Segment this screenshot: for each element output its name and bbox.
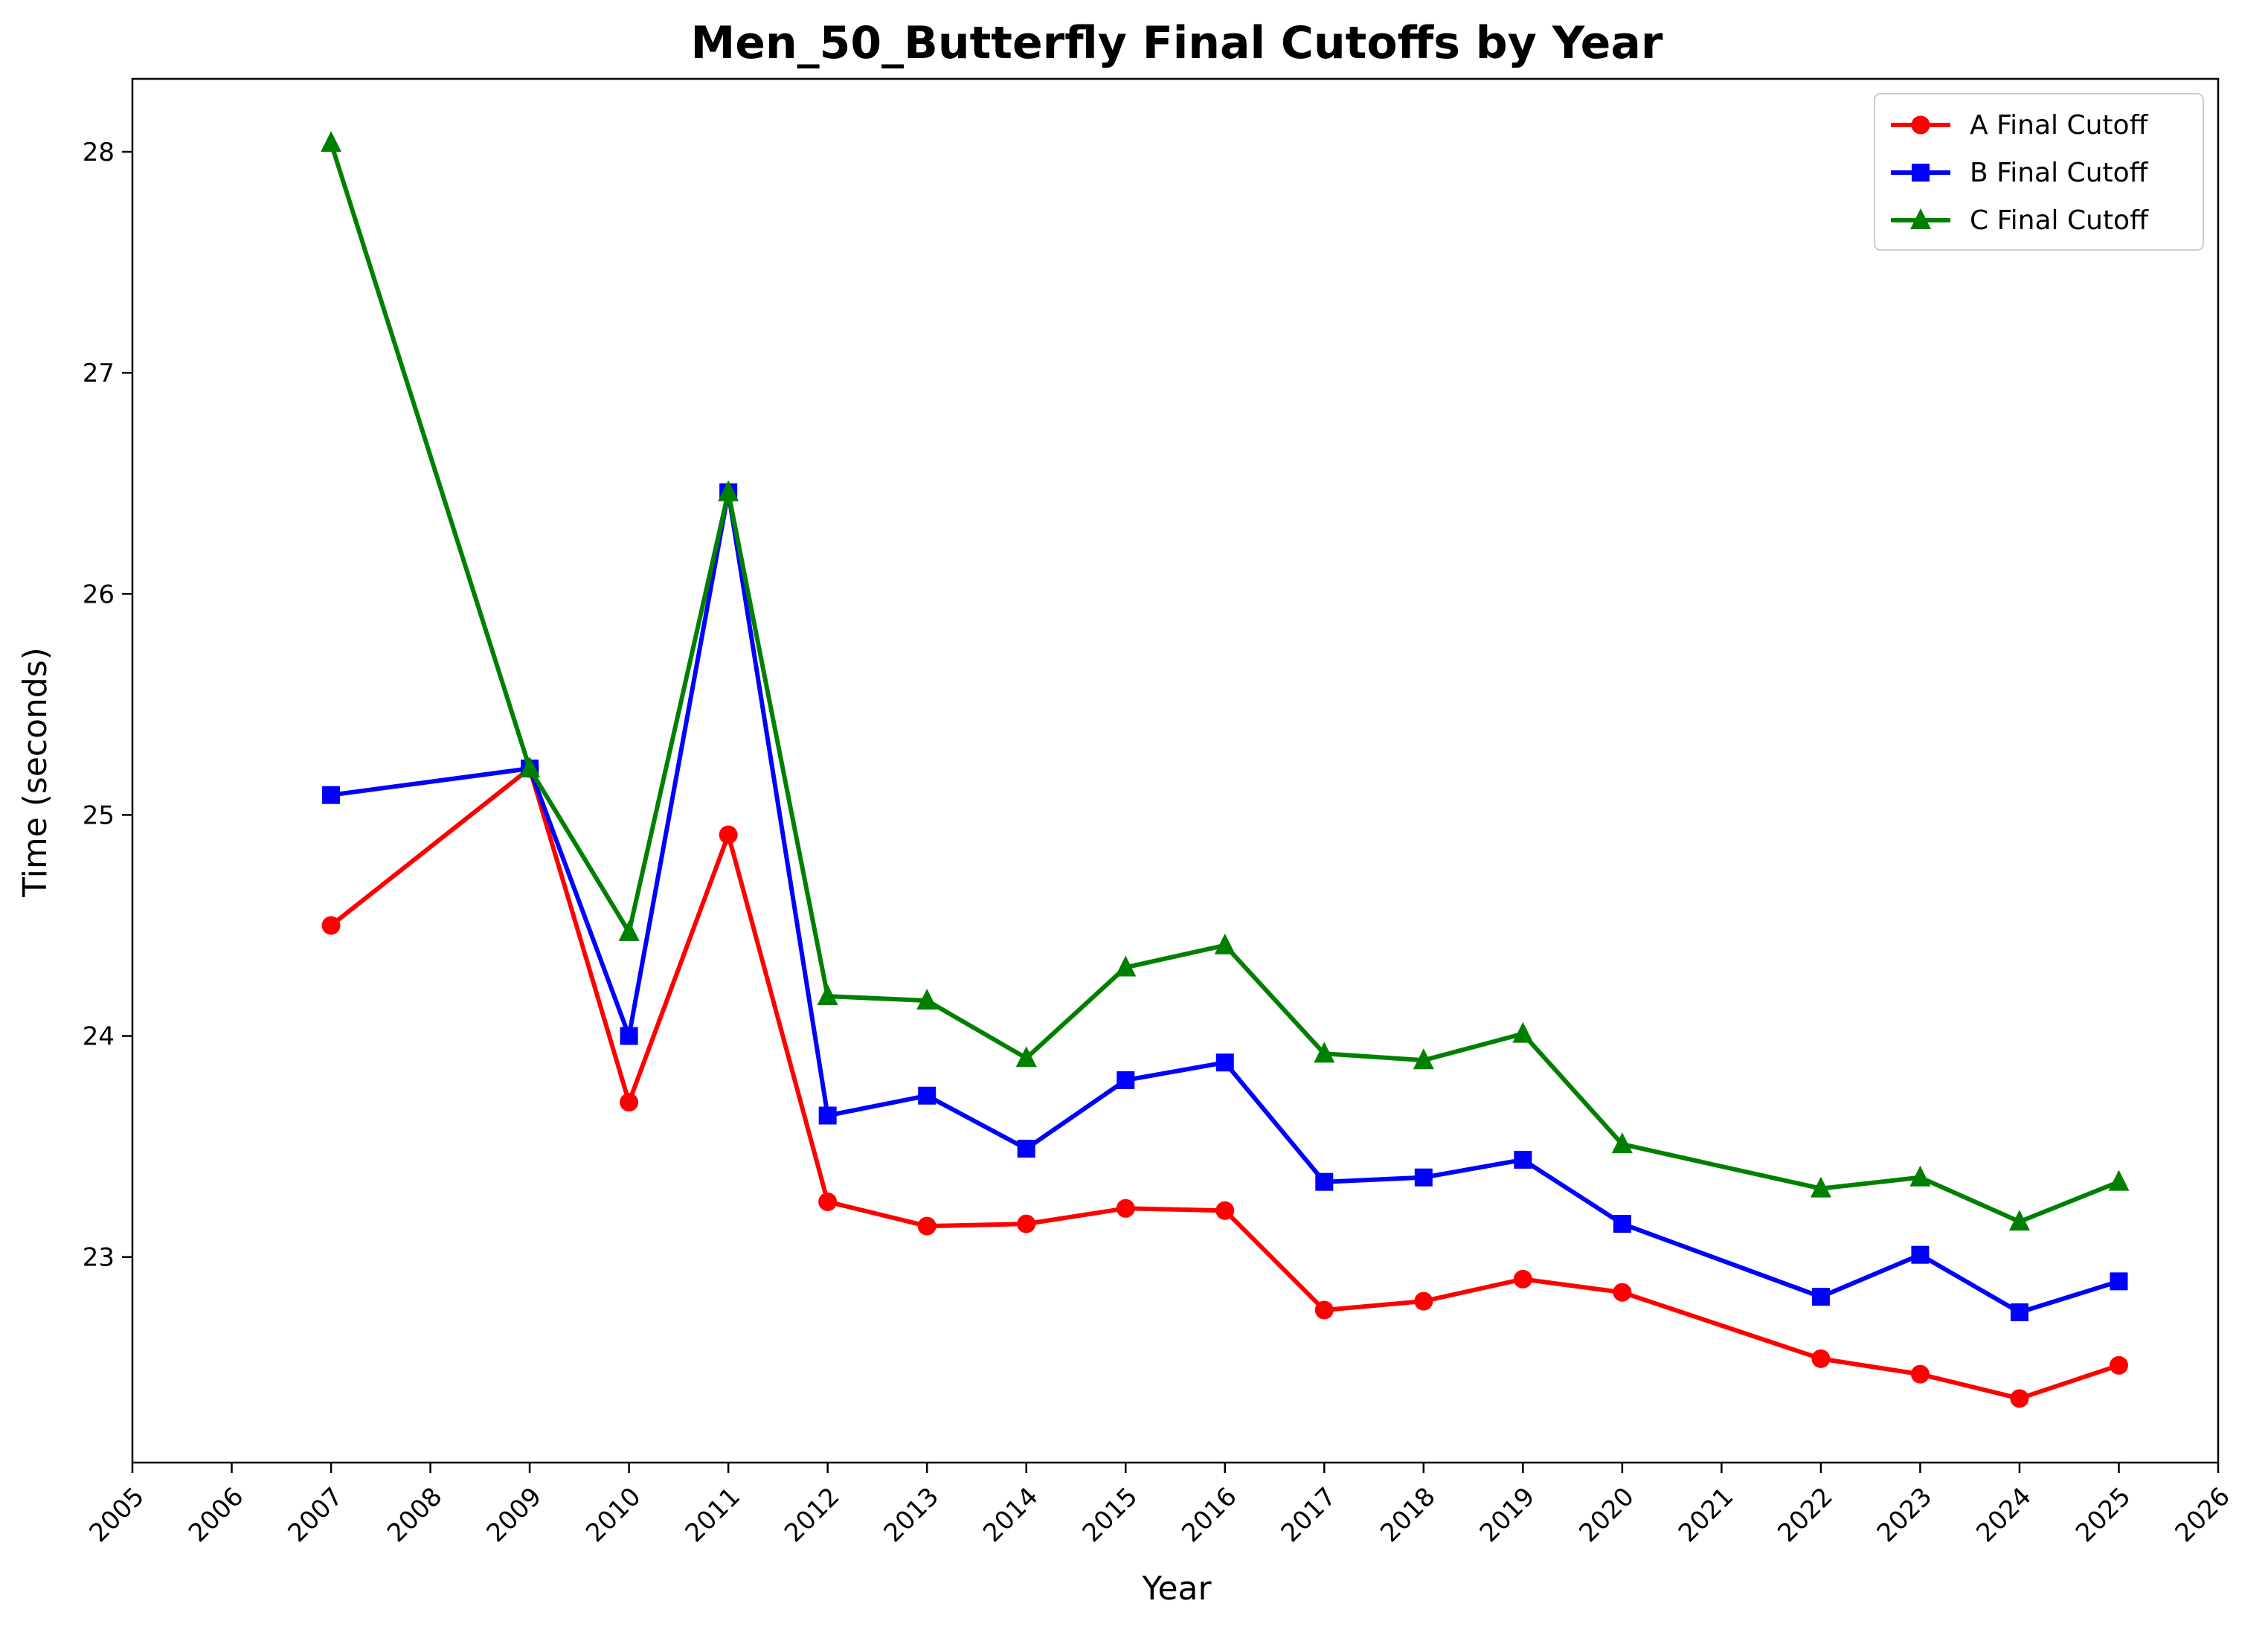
data-point [2109, 1355, 2128, 1375]
legend-item-3: C Final Cutoff [1891, 205, 2149, 236]
data-point [1315, 1172, 1334, 1191]
data-point [1613, 1283, 1632, 1302]
data-point [1215, 1201, 1235, 1220]
data-point [1413, 1048, 1434, 1070]
data-point [2110, 1272, 2128, 1291]
data-point [1613, 1215, 1631, 1233]
y-tick-label: 27 [83, 359, 115, 388]
data-point [321, 916, 341, 935]
y-tick-label: 25 [83, 800, 115, 830]
data-point [1017, 1214, 1036, 1233]
legend-label: A Final Cutoff [1970, 110, 2149, 141]
data-point [1214, 933, 1236, 954]
series-1 [321, 759, 2128, 1408]
data-point [818, 1192, 838, 1211]
data-point [618, 920, 640, 941]
data-point [817, 984, 838, 1006]
data-point [1811, 1349, 1831, 1368]
data-point [519, 757, 541, 778]
data-point [2010, 1303, 2028, 1321]
data-point [620, 1027, 638, 1045]
data-point [917, 1216, 937, 1236]
data-point [322, 786, 341, 804]
legend: A Final Cutoff B Final Cutoff C Final Cuto… [1874, 93, 2204, 251]
series-3 [321, 131, 2130, 1231]
data-point [1909, 1165, 1931, 1187]
legend-marker [1911, 115, 1930, 135]
data-point [718, 480, 739, 501]
data-point [1115, 955, 1137, 977]
y-tick-label: 28 [83, 138, 115, 167]
data-point [620, 1093, 639, 1112]
legend-marker [1910, 208, 1931, 229]
data-point [1911, 1245, 1930, 1264]
data-point [1414, 1291, 1433, 1311]
chart-title: Men_50_Butterfly Final Cutoffs by Year [691, 17, 1663, 69]
data-point [321, 131, 342, 153]
data-point [1512, 1021, 1534, 1043]
legend-label: C Final Cutoff [1970, 205, 2149, 236]
data-point [1414, 1168, 1433, 1187]
data-point [918, 1086, 937, 1105]
y-tick-label: 23 [83, 1243, 115, 1273]
plot-frame [131, 77, 2220, 1464]
data-point [1215, 1053, 1234, 1072]
data-point [818, 1106, 837, 1125]
data-point [1117, 1071, 1135, 1089]
data-point [1910, 1364, 1930, 1384]
legend-item-2: B Final Cutoff [1891, 158, 2149, 188]
data-point [2010, 1389, 2029, 1408]
y-tick-label: 24 [83, 1022, 115, 1052]
legend-item-1: A Final Cutoff [1891, 110, 2149, 141]
data-point [719, 825, 738, 844]
data-point [2008, 1210, 2030, 1231]
y-tick-label: 26 [83, 580, 115, 609]
data-point [1015, 1046, 1037, 1068]
data-point [1810, 1176, 1831, 1198]
data-point [1314, 1300, 1334, 1320]
legend-label: B Final Cutoff [1970, 158, 2149, 188]
data-point [1514, 1150, 1532, 1169]
data-point [1611, 1132, 1633, 1154]
data-point [1513, 1269, 1532, 1289]
data-point [1116, 1198, 1135, 1218]
legend-marker [1912, 164, 1930, 182]
plot-area [321, 131, 2130, 1408]
data-point [2108, 1169, 2130, 1191]
data-point [916, 989, 938, 1010]
data-point [1811, 1288, 1830, 1306]
y-axis-label: Time (seconds) [16, 647, 54, 898]
x-axis-label: Year [1141, 1570, 1212, 1608]
legend-box [1874, 93, 2204, 251]
data-point [1017, 1140, 1035, 1158]
data-point [1314, 1042, 1335, 1063]
